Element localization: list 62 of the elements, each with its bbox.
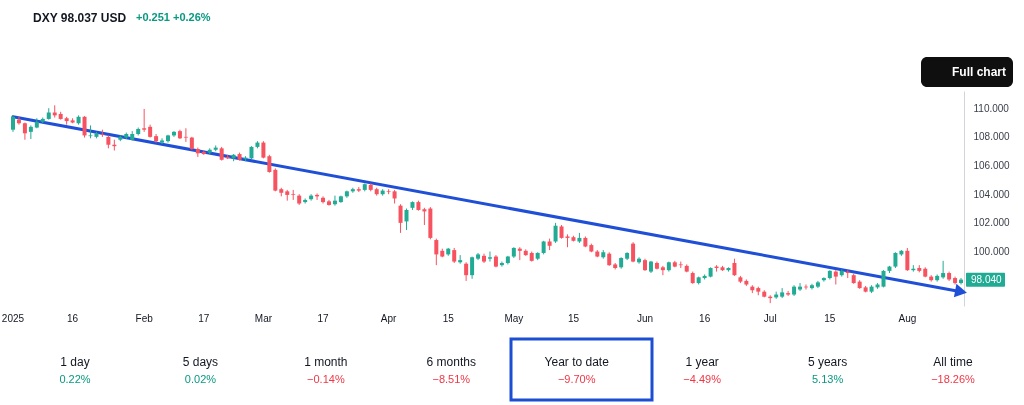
y-tick-label: 104.000 <box>973 188 1011 200</box>
text: −0.14% <box>307 373 345 385</box>
text: −18.26% <box>931 373 975 385</box>
category-label: 1 year <box>685 355 719 369</box>
x-tick-label: Feb <box>135 312 154 324</box>
text: 0.22% <box>59 373 91 385</box>
category-label: 1 day <box>60 355 90 369</box>
x-tick-label: Jul <box>763 312 777 324</box>
candlestick <box>183 127 188 143</box>
x-tick-label: 16 <box>699 312 711 324</box>
candlestick <box>291 189 296 201</box>
y-tick-label: 106.000 <box>973 160 1011 172</box>
candlestick <box>404 208 409 231</box>
x-tick-label: 15 <box>567 312 580 324</box>
category-label: 1 month <box>304 355 348 369</box>
candlestick <box>798 282 803 292</box>
x-tick-label: 16 <box>67 312 79 324</box>
x-tick-label: Mar <box>254 312 273 324</box>
candlestick <box>941 260 946 280</box>
chart-subtitle: +0.251 +0.26% <box>136 11 211 23</box>
x-tick-label: Apr <box>380 312 398 324</box>
x-tick-label: 15 <box>442 312 455 324</box>
candlestick <box>780 287 785 299</box>
chart-title: DXY 98.037 USD <box>33 11 127 25</box>
y-tick-label: 102.000 <box>973 217 1011 229</box>
text: 98.040 <box>971 273 1003 285</box>
candlestick <box>487 251 492 263</box>
y-tick-label: 108.000 <box>973 131 1011 143</box>
text: −9.70% <box>557 373 596 385</box>
y-tick-label: 100.000 <box>973 246 1011 258</box>
candlestick <box>809 283 814 291</box>
candlestick <box>398 203 403 234</box>
candlestick <box>82 115 87 139</box>
text: Full chart <box>952 65 1007 79</box>
x-tick-label: 15 <box>824 312 836 324</box>
category-label: 6 months <box>426 355 476 369</box>
x-tick-label: 2025 <box>1 312 25 324</box>
category-label: All time <box>933 355 973 369</box>
x-tick-label: 17 <box>198 312 210 324</box>
candlestick <box>88 124 93 139</box>
candlestick <box>160 137 165 145</box>
candlestick <box>28 124 33 140</box>
candlestick <box>434 238 439 266</box>
y-tick-label: 110.000 <box>973 102 1010 114</box>
category-label: Year to date <box>544 355 610 369</box>
x-tick-label: May <box>504 312 524 324</box>
text: −8.51% <box>432 373 471 385</box>
candlestick <box>464 261 469 282</box>
candlestick <box>553 222 558 244</box>
candlestick <box>786 290 791 297</box>
candlestick <box>321 195 326 205</box>
x-tick-label: Aug <box>898 312 917 324</box>
candlestick <box>142 108 147 133</box>
category-label: 5 days <box>182 355 219 369</box>
x-tick-label: 17 <box>317 312 330 324</box>
x-tick-label: Jun <box>636 312 654 324</box>
candlestick <box>660 265 665 276</box>
category-label: 5 years <box>807 355 848 369</box>
text: −4.49% <box>683 373 721 385</box>
candlestick <box>905 247 910 272</box>
text: 5.13% <box>811 373 844 385</box>
text: 0.02% <box>184 373 217 385</box>
